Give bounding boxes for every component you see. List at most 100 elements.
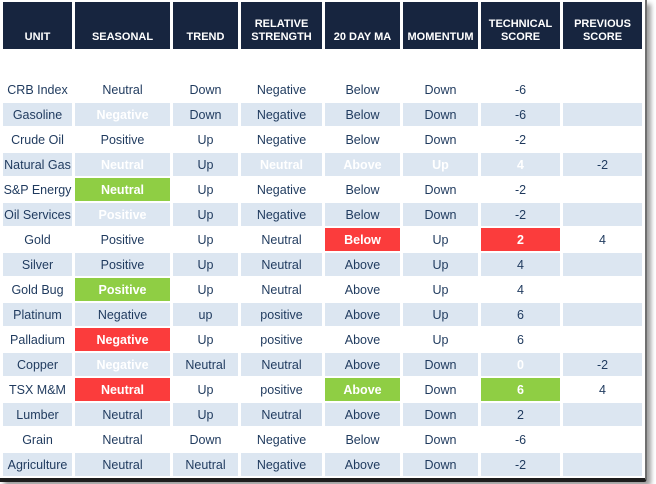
cell-seasonal: Positive [75,228,170,251]
cell-technical-score: 2 [481,228,560,251]
cell-seasonal: Negative [75,328,170,351]
cell-previous-score [563,128,642,151]
cell-momentum: Up [403,253,478,276]
cell-20-day-ma: Below [325,203,400,226]
row-label: Gasoline [3,103,72,126]
cell-technical-score: 2 [481,403,560,426]
table-header: UNIT SEASONAL TREND RELATIVE STRENGTH 20 DAY… [3,2,642,49]
cell-seasonal: Neutral [75,51,170,101]
cell-trend: Neutral [173,353,238,376]
cell-relative-strength: Negative [241,453,322,476]
table-row-grain: Grain Neutral Down Negative Below Down -6 [3,428,642,451]
table-body: CRB Index Neutral Down Negative Below Down -6 G… [3,51,642,476]
cell-trend: Up [173,203,238,226]
cell-trend: Up [173,228,238,251]
cell-seasonal: Neutral [75,178,170,201]
cell-relative-strength: Neutral [241,403,322,426]
cell-momentum: Down [403,453,478,476]
cell-previous-score [563,253,642,276]
row-label: Palladium [3,328,72,351]
cell-20-day-ma: Above [325,453,400,476]
cell-20-day-ma: Above [325,328,400,351]
cell-previous-score: 4 [563,228,642,251]
cell-seasonal: Neutral [75,453,170,476]
cell-trend: Up [173,403,238,426]
cell-technical-score: 6 [481,328,560,351]
cell-relative-strength: positive [241,378,322,401]
row-label: Grain [3,428,72,451]
cell-relative-strength: Neutral [241,278,322,301]
cell-previous-score [563,303,642,326]
cell-20-day-ma: Below [325,51,400,101]
cell-momentum: Up [403,278,478,301]
row-label: Agriculture [3,453,72,476]
cell-technical-score: -6 [481,103,560,126]
table-row-agriculture: Agriculture Neutral Neutral Negative Above Do… [3,453,642,476]
cell-20-day-ma: Above [325,303,400,326]
cell-momentum: Down [403,103,478,126]
cell-technical-score: -2 [481,178,560,201]
table-row-natural-gas: Natural Gas Neutral Up Neutral Above Up 4 -2 [3,153,642,176]
column-header-unit: UNIT [3,2,72,49]
cell-momentum: Down [403,428,478,451]
table-row-oil-services: Oil Services Positive Up Negative Below Down -… [3,203,642,226]
cell-trend: Down [173,103,238,126]
cell-technical-score: 4 [481,153,560,176]
cell-seasonal: Neutral [75,378,170,401]
row-label: Crude Oil [3,128,72,151]
cell-momentum: Up [403,228,478,251]
table-row-gold: Gold Positive Up Neutral Below Up 2 4 [3,228,642,251]
header-row: UNIT SEASONAL TREND RELATIVE STRENGTH 20 DAY… [3,2,642,49]
cell-technical-score: -2 [481,203,560,226]
cell-trend: Down [173,428,238,451]
table-row-crb-index: CRB Index Neutral Down Negative Below Down -6 [3,51,642,101]
cell-previous-score [563,403,642,426]
cell-technical-score: 6 [481,378,560,401]
cell-trend: Down [173,51,238,101]
cell-trend: Neutral [173,453,238,476]
cell-momentum: Up [403,303,478,326]
table-row-silver: Silver Positive Up Neutral Above Up 4 [3,253,642,276]
cell-20-day-ma: Above [325,378,400,401]
cell-previous-score [563,178,642,201]
cell-seasonal: Positive [75,203,170,226]
table-row-crude-oil: Crude Oil Positive Up Negative Below Down -2 [3,128,642,151]
cell-seasonal: Neutral [75,428,170,451]
cell-20-day-ma: Above [325,403,400,426]
cell-20-day-ma: Below [325,128,400,151]
cell-momentum: Down [403,378,478,401]
cell-trend: up [173,303,238,326]
cell-momentum: Up [403,328,478,351]
row-label: Gold Bug [3,278,72,301]
row-label: Natural Gas [3,153,72,176]
cell-previous-score [563,103,642,126]
cell-relative-strength: positive [241,328,322,351]
cell-trend: Up [173,178,238,201]
technical-score-table: UNIT SEASONAL TREND RELATIVE STRENGTH 20 DAY… [3,2,642,476]
column-header-20-day-ma: 20 DAY MA [325,2,400,49]
column-header-relative-strength: RELATIVE STRENGTH [241,2,322,49]
cell-previous-score [563,278,642,301]
cell-momentum: Down [403,51,478,101]
cell-seasonal: Positive [75,253,170,276]
cell-momentum: Up [403,153,478,176]
cell-momentum: Down [403,178,478,201]
cell-technical-score: 4 [481,253,560,276]
cell-seasonal: Negative [75,353,170,376]
table-row-lumber: Lumber Neutral Up Neutral Above Down 2 [3,403,642,426]
cell-technical-score: 4 [481,278,560,301]
cell-previous-score [563,428,642,451]
cell-20-day-ma: Below [325,103,400,126]
cell-momentum: Down [403,353,478,376]
row-label: Copper [3,353,72,376]
cell-previous-score: -2 [563,353,642,376]
cell-momentum: Down [403,203,478,226]
cell-previous-score: -2 [563,153,642,176]
cell-relative-strength: Neutral [241,353,322,376]
cell-seasonal: Negative [75,303,170,326]
cell-relative-strength: Negative [241,103,322,126]
cell-20-day-ma: Above [325,353,400,376]
cell-relative-strength: positive [241,303,322,326]
cell-relative-strength: Negative [241,428,322,451]
